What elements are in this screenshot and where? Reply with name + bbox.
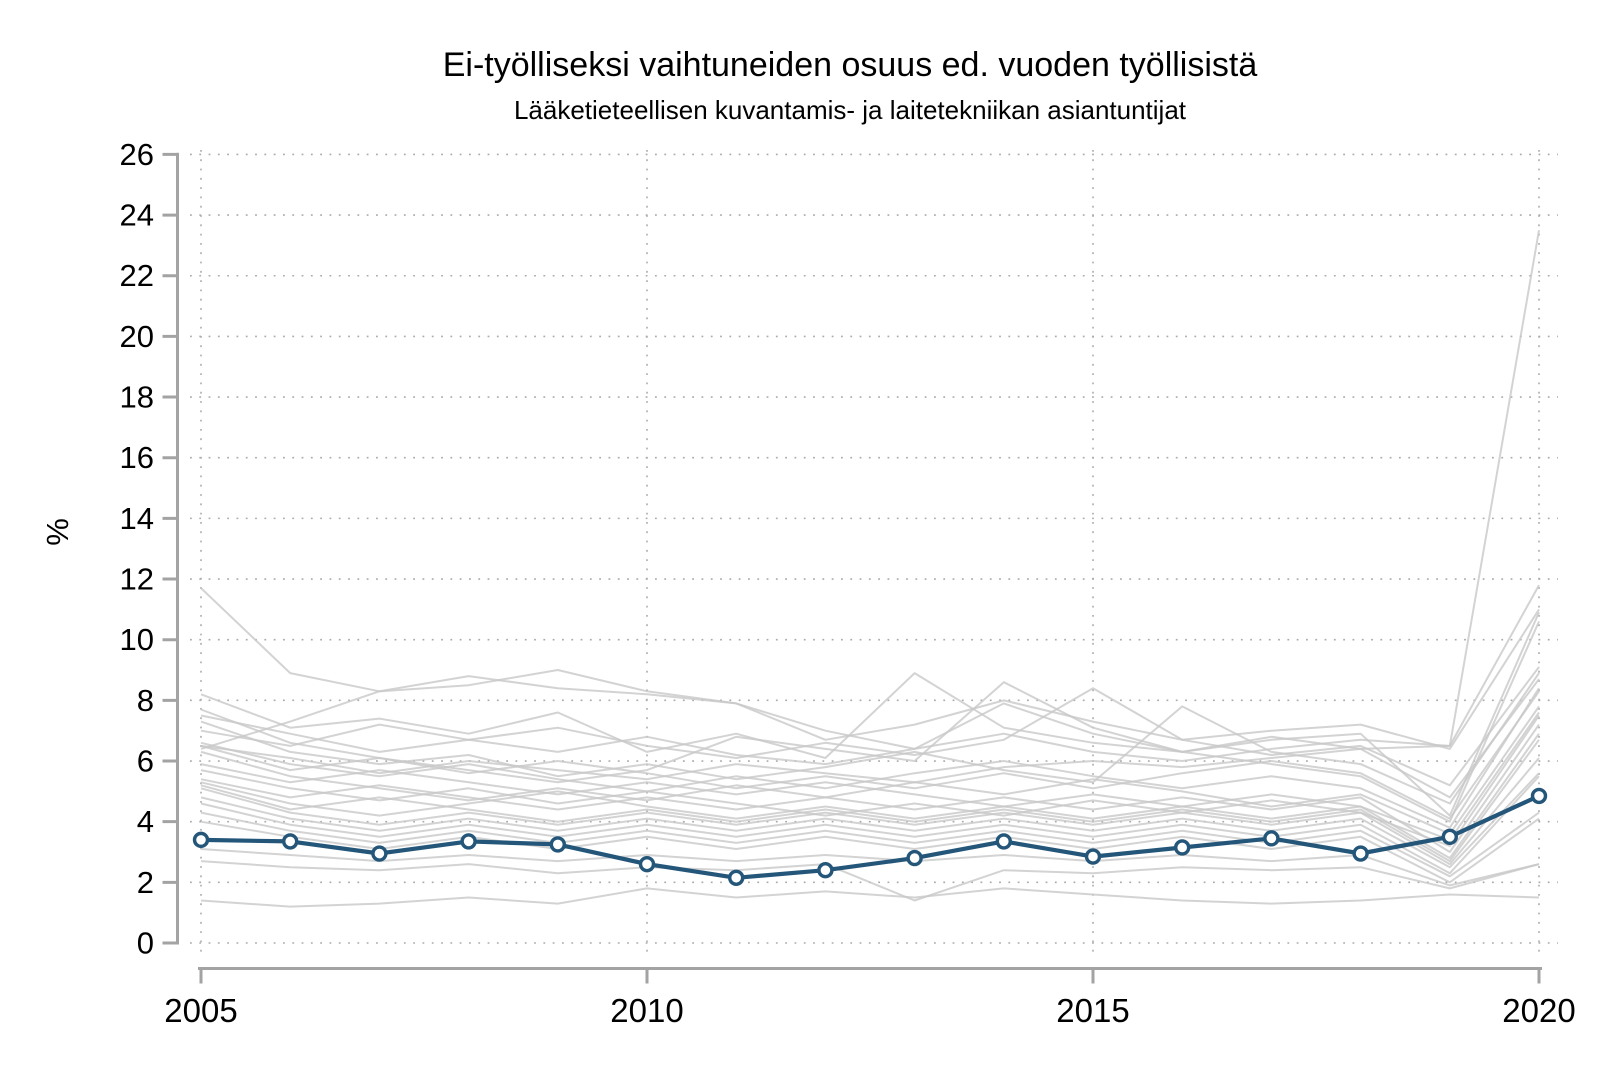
- gray-series-line: [200, 608, 1540, 750]
- data-point-marker: [549, 836, 566, 853]
- data-point-marker: [906, 849, 923, 867]
- background-series-group: [200, 230, 1540, 908]
- y-tick-label: 22: [120, 258, 154, 293]
- data-point-marker: [371, 845, 388, 862]
- data-point-marker: [638, 855, 656, 873]
- axes: [162, 152, 1542, 984]
- y-tick-label: 10: [120, 622, 154, 657]
- gray-series-line: [200, 714, 1540, 847]
- y-tick-label: 6: [137, 744, 154, 779]
- y-tick-label: 26: [120, 137, 154, 172]
- y-tick-label: 8: [137, 683, 154, 718]
- y-tick-label: 14: [120, 501, 154, 536]
- gray-series-line: [200, 817, 1540, 884]
- y-tick-label: 20: [120, 319, 154, 354]
- gray-series-line: [200, 757, 1540, 866]
- data-point-marker: [1352, 845, 1369, 862]
- data-point-marker: [1173, 839, 1191, 856]
- gray-series-line: [200, 724, 1540, 853]
- gray-series-line: [200, 230, 1540, 784]
- gray-series-line: [200, 666, 1540, 787]
- x-tick-label: 2020: [1502, 992, 1575, 1029]
- gray-series-line: [200, 811, 1540, 878]
- y-tick-label: 0: [137, 926, 154, 961]
- data-point-marker: [1084, 848, 1102, 865]
- gray-series-line: [200, 733, 1540, 860]
- x-tick-label: 2015: [1056, 992, 1129, 1029]
- gray-series-line: [200, 678, 1540, 799]
- highlight-series-line: [200, 793, 1540, 880]
- chart-title: Ei-työlliseksi vaihtuneiden osuus ed. vu…: [443, 46, 1258, 84]
- gray-series-line: [200, 611, 1540, 817]
- gray-series-line: [200, 860, 1540, 902]
- data-point-marker: [995, 833, 1012, 850]
- y-tick-label: 12: [120, 562, 154, 597]
- data-point-marker: [1441, 828, 1459, 846]
- y-tick-label: 18: [120, 380, 154, 415]
- y-tick-label: 24: [120, 198, 154, 233]
- data-point-marker: [1263, 830, 1280, 847]
- gray-series-line: [200, 739, 1540, 863]
- gray-series-line: [200, 621, 1540, 823]
- gray-series-line: [200, 672, 1540, 805]
- gray-series-line: [200, 711, 1540, 841]
- gray-series-line: [200, 848, 1540, 887]
- data-point-marker: [1530, 787, 1548, 805]
- data-point-marker: [192, 831, 210, 849]
- gray-series-line: [200, 887, 1540, 908]
- gray-series-line: [200, 584, 1540, 762]
- x-tick-label: 2005: [164, 992, 237, 1029]
- gray-series-line: [200, 772, 1540, 869]
- data-point-marker: [460, 833, 477, 850]
- x-tick-label: 2010: [610, 992, 683, 1029]
- highlight-series-group: [192, 787, 1548, 886]
- data-point-marker: [282, 833, 299, 850]
- gray-series-line: [200, 775, 1540, 875]
- y-tick-label: 16: [120, 440, 154, 475]
- y-axis-label: %: [40, 518, 75, 546]
- chart-subtitle: Lääketieteellisen kuvantamis- ja laitete…: [514, 95, 1187, 125]
- gray-series-line: [200, 687, 1540, 829]
- data-point-marker: [728, 869, 745, 886]
- y-tick-label: 2: [137, 865, 154, 900]
- gray-series-line: [200, 690, 1540, 820]
- y-tick-label: 4: [137, 804, 154, 839]
- data-point-marker: [817, 862, 834, 879]
